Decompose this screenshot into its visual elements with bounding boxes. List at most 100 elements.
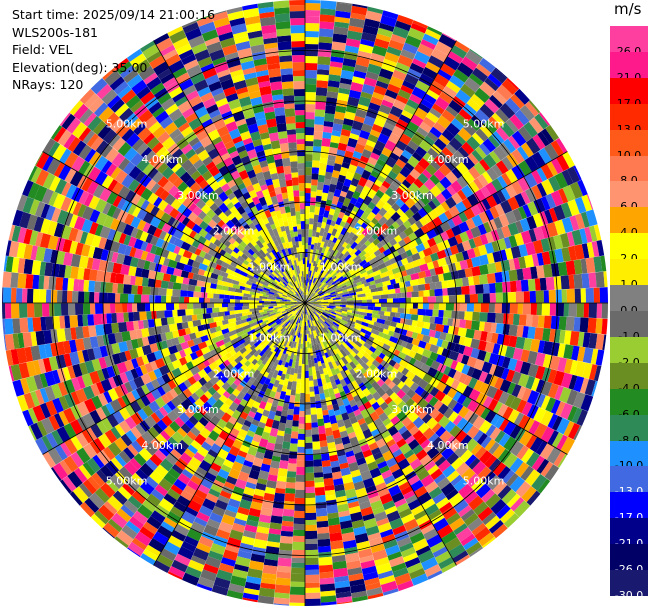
- velocity-bin: [467, 412, 479, 425]
- velocity-bin: [492, 251, 502, 263]
- velocity-bin: [527, 363, 539, 378]
- velocity-bin: [142, 548, 159, 562]
- velocity-bin: [340, 296, 346, 300]
- velocity-bin: [335, 348, 341, 355]
- velocity-bin: [320, 333, 325, 339]
- velocity-bin: [375, 355, 384, 364]
- velocity-bin: [234, 478, 247, 490]
- velocity-bin: [297, 324, 301, 331]
- velocity-bin: [106, 204, 117, 218]
- velocity-bin: [233, 397, 242, 406]
- velocity-bin: [429, 344, 440, 354]
- velocity-bin: [296, 330, 300, 337]
- velocity-bin: [345, 488, 357, 499]
- velocity-bin: [321, 453, 330, 462]
- velocity-bin: [347, 303, 354, 306]
- velocity-bin: [87, 166, 102, 182]
- velocity-bin: [309, 283, 313, 290]
- velocity-bin: [156, 419, 168, 431]
- velocity-bin: [190, 344, 200, 353]
- velocity-bin: [513, 412, 525, 426]
- velocity-bin: [82, 326, 90, 338]
- velocity-bin: [344, 265, 353, 273]
- velocity-bin: [305, 31, 319, 38]
- velocity-bin: [286, 315, 293, 323]
- velocity-bin: [371, 245, 380, 253]
- velocity-bin: [494, 261, 503, 273]
- velocity-bin: [395, 140, 408, 152]
- velocity-bin: [528, 228, 537, 242]
- velocity-bin: [212, 505, 226, 517]
- velocity-bin: [384, 377, 392, 386]
- velocity-bin: [156, 310, 165, 319]
- velocity-bin: [573, 273, 583, 289]
- velocity-bin: [512, 313, 520, 326]
- velocity-bin: [310, 272, 313, 280]
- velocity-bin: [305, 118, 315, 128]
- velocity-bin: [199, 427, 211, 439]
- velocity-bin: [166, 266, 175, 275]
- velocity-bin: [309, 309, 315, 317]
- velocity-bin: [538, 112, 550, 126]
- velocity-bin: [298, 317, 302, 324]
- velocity-bin: [441, 128, 455, 142]
- velocity-bin: [42, 357, 52, 373]
- velocity-bin: [300, 326, 303, 334]
- velocity-bin: [277, 290, 284, 295]
- velocity-bin: [241, 253, 249, 261]
- velocity-bin: [542, 328, 551, 342]
- velocity-bin: [519, 104, 535, 121]
- velocity-bin: [125, 520, 141, 534]
- velocity-bin: [369, 363, 377, 371]
- velocity-bin: [222, 298, 231, 303]
- velocity-bin: [114, 471, 128, 484]
- velocity-bin: [350, 262, 357, 269]
- velocity-bin: [53, 413, 65, 428]
- velocity-bin: [474, 358, 485, 371]
- velocity-bin: [553, 276, 562, 290]
- velocity-bin: [187, 258, 194, 267]
- velocity-bin: [341, 341, 349, 349]
- velocity-bin: [530, 303, 538, 315]
- velocity-bin: [260, 463, 271, 473]
- velocity-bin: [380, 307, 387, 312]
- velocity-bin: [210, 312, 219, 318]
- velocity-bin: [16, 394, 29, 412]
- velocity-bin: [332, 332, 340, 340]
- velocity-bin: [550, 399, 561, 415]
- velocity-bin: [106, 191, 118, 205]
- velocity-bin: [230, 360, 238, 368]
- velocity-bin: [492, 523, 508, 539]
- velocity-bin: [582, 362, 593, 379]
- velocity-bin: [306, 307, 311, 316]
- velocity-bin: [559, 387, 572, 404]
- velocity-bin: [305, 346, 308, 353]
- velocity-bin: [353, 526, 367, 536]
- velocity-bin: [150, 244, 158, 255]
- velocity-bin: [339, 515, 352, 523]
- velocity-bin: [511, 384, 522, 398]
- velocity-bin: [307, 271, 310, 279]
- velocity-bin: [367, 156, 378, 166]
- velocity-bin: [381, 367, 392, 378]
- velocity-bin: [557, 453, 568, 468]
- velocity-bin: [367, 461, 379, 471]
- velocity-bin: [99, 345, 108, 358]
- velocity-bin: [455, 252, 465, 262]
- velocity-bin: [359, 155, 370, 164]
- velocity-bin: [372, 391, 382, 401]
- velocity-bin: [206, 518, 221, 529]
- velocity-bin: [383, 122, 395, 131]
- velocity-bin: [387, 83, 401, 94]
- velocity-bin: [249, 335, 258, 342]
- velocity-bin: [422, 33, 439, 46]
- velocity-bin: [26, 214, 38, 231]
- velocity-bin: [568, 274, 575, 289]
- velocity-bin: [101, 367, 110, 380]
- velocity-bin: [329, 61, 343, 68]
- velocity-bin: [479, 158, 491, 172]
- velocity-bin: [208, 228, 218, 237]
- velocity-bin: [324, 223, 331, 233]
- velocity-bin: [277, 468, 288, 477]
- velocity-bin: [133, 122, 147, 136]
